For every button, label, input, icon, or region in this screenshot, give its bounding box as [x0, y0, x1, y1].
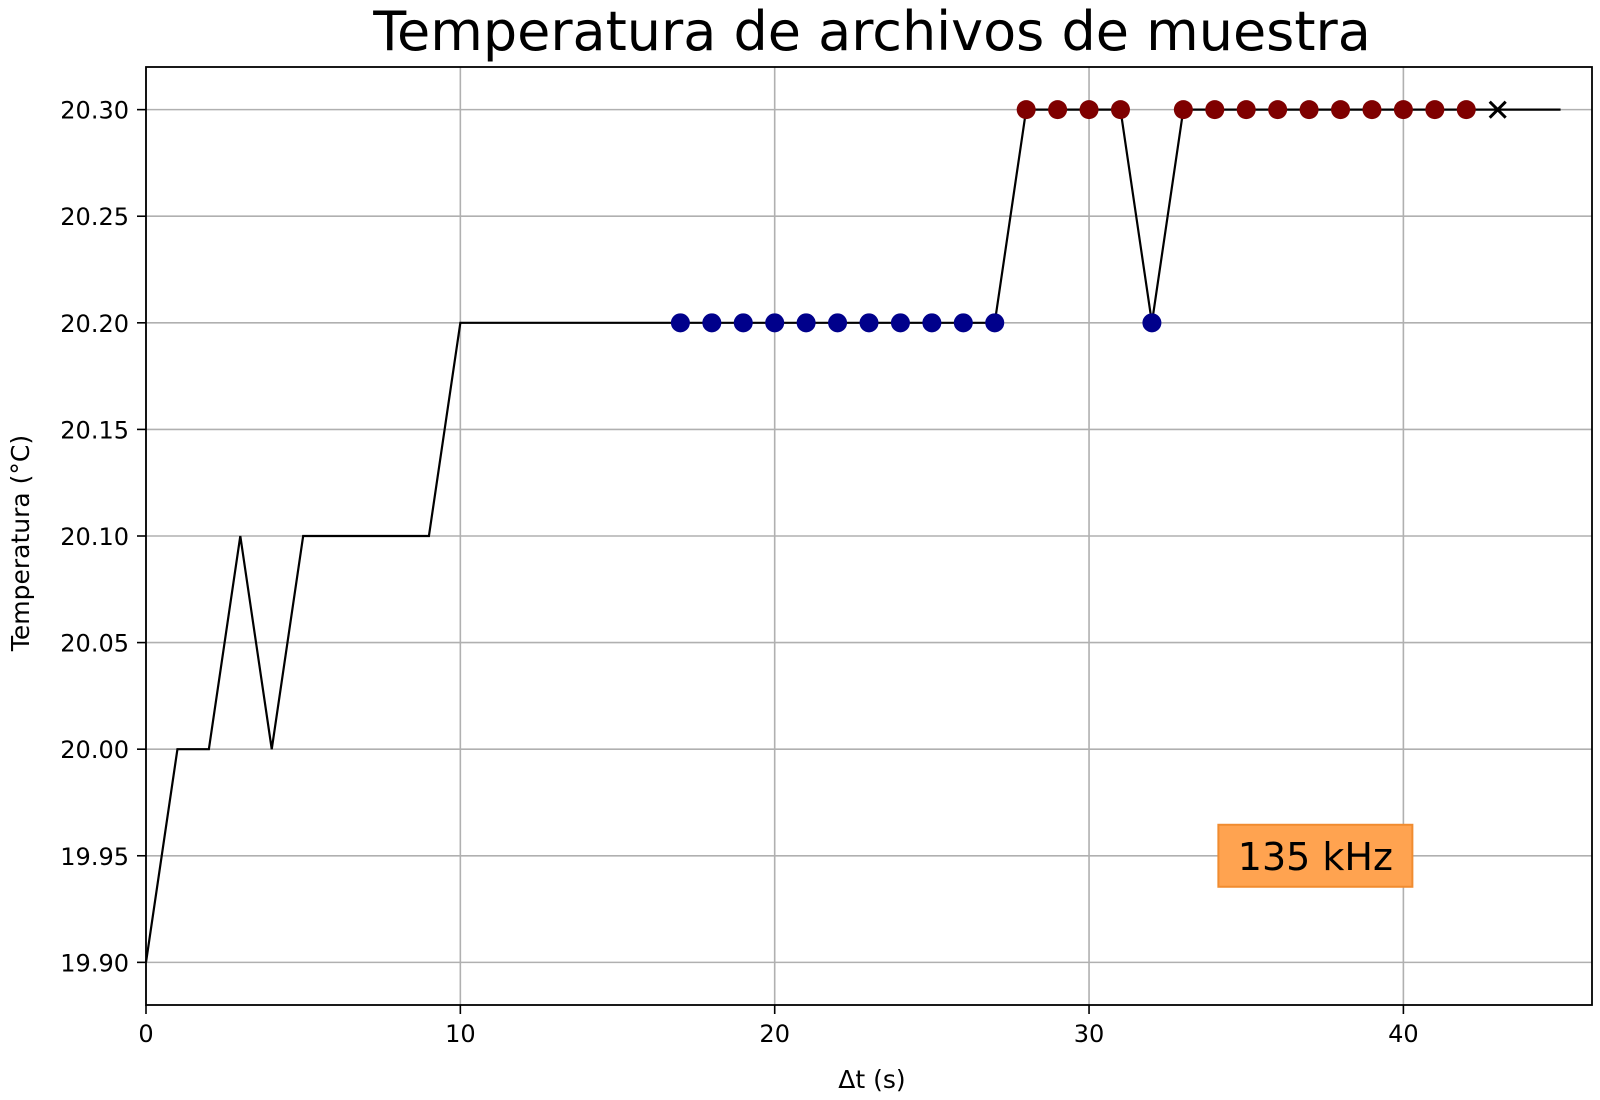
data-point-red [1016, 100, 1036, 120]
data-point-red [1110, 100, 1130, 120]
x-tick-label: 30 [1074, 1020, 1105, 1048]
data-point-blue [670, 313, 690, 333]
data-point-blue [796, 313, 816, 333]
chart-title: Temperatura de archivos de muestra [372, 0, 1371, 63]
y-tick-label: 20.10 [60, 523, 129, 551]
series-line [144, 108, 1561, 963]
data-point-red [1173, 100, 1193, 120]
y-axis-label: Temperatura (°C) [6, 435, 35, 652]
data-point-blue [702, 313, 722, 333]
data-point-blue [985, 313, 1005, 333]
data-point-red [1456, 100, 1476, 120]
data-point-red [1362, 100, 1382, 120]
x-axis-label: Δt (s) [838, 1065, 905, 1094]
y-tick-label: 20.15 [60, 416, 129, 444]
data-point-blue [890, 313, 910, 333]
data-point-red [1048, 100, 1068, 120]
annotation-label: 135 kHz [1238, 835, 1393, 879]
data-point-red [1331, 100, 1351, 120]
data-point-blue [765, 313, 785, 333]
y-tick-label: 20.30 [60, 97, 129, 125]
x-tick-label: 10 [445, 1020, 476, 1048]
y-tick-label: 20.20 [60, 310, 129, 338]
data-point-blue [828, 313, 848, 333]
data-point-red [1268, 100, 1288, 120]
axis-ticks: 0 10 20 30 40 19.90 19.95 20.00 20.05 20.10 20.15 2… [60, 97, 1418, 1048]
data-point-red [1236, 100, 1256, 120]
y-tick-label: 20.05 [60, 630, 129, 658]
annotation: 135 kHz [1217, 823, 1414, 888]
y-tick-label: 20.00 [60, 736, 129, 764]
y-tick-label: 20.25 [60, 203, 129, 231]
y-tick-label: 19.95 [60, 843, 129, 871]
x-tick-label: 40 [1388, 1020, 1419, 1048]
data-point-red [1299, 100, 1319, 120]
data-point-x-marker [1488, 100, 1507, 119]
x-tick-label: 0 [138, 1020, 153, 1048]
data-point-blue [733, 313, 753, 333]
y-tick-label: 19.90 [60, 949, 129, 977]
data-point-blue [953, 313, 973, 333]
x-tick-label: 20 [759, 1020, 790, 1048]
data-point-red [1079, 100, 1099, 120]
data-point-blue [922, 313, 942, 333]
data-point-red [1393, 100, 1413, 120]
data-point-blue [859, 313, 879, 333]
plot-area [144, 100, 1561, 963]
data-point-red [1425, 100, 1445, 120]
annotation-box [1217, 823, 1414, 888]
data-point-blue [1142, 313, 1162, 333]
data-point-red [1205, 100, 1225, 120]
